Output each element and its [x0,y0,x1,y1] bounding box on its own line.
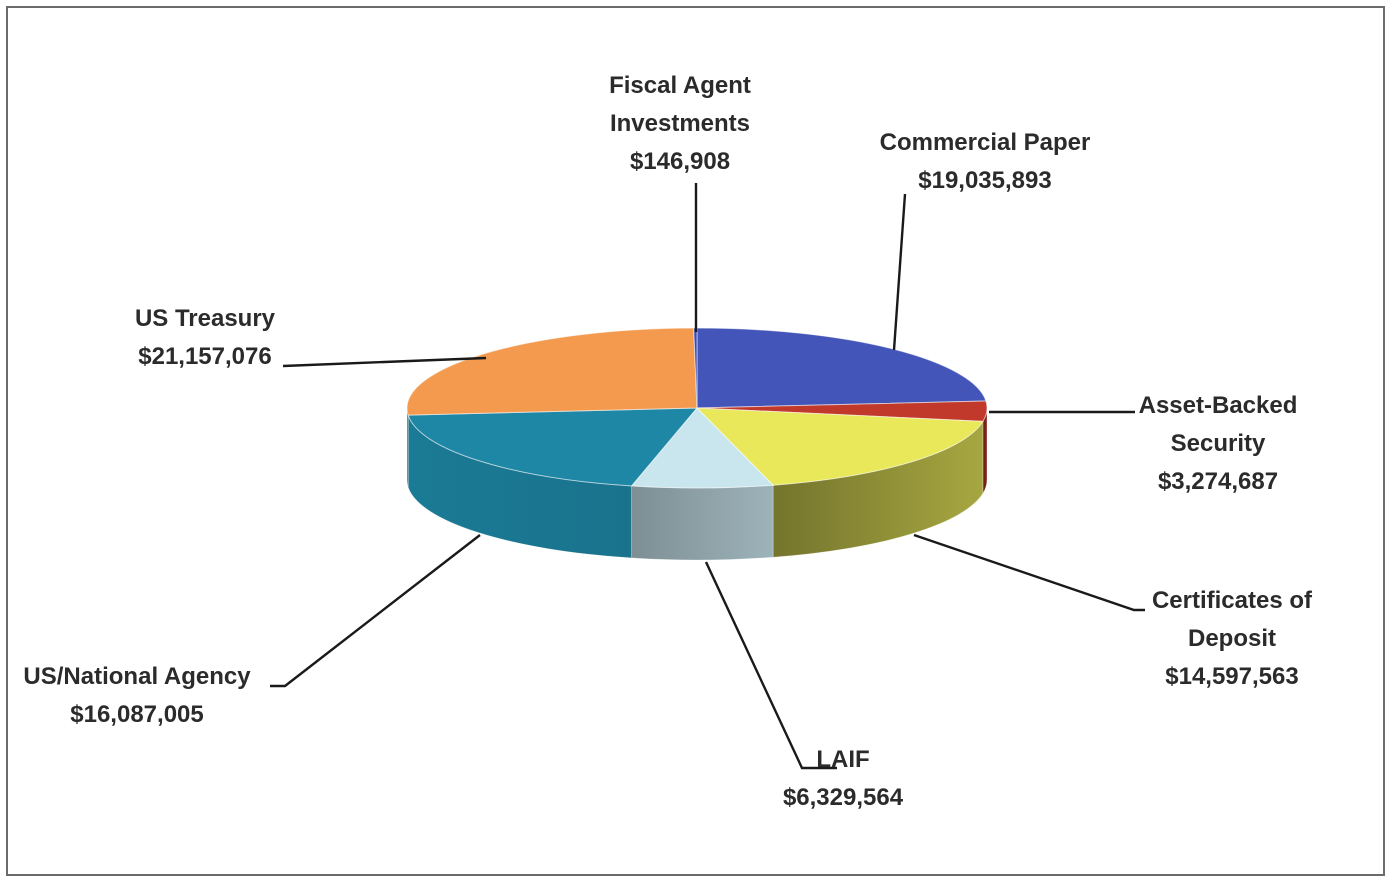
data-label-name: Security [1170,430,1266,457]
data-label-value: $3,274,687 [1157,468,1279,495]
data-label-name: Investments [609,110,751,137]
data-label-name: US/National Agency [23,663,251,690]
pie-slice-us_treasury [406,327,698,416]
data-label-name: Deposit [1187,625,1276,652]
data-label-value: $6,329,564 [782,784,904,811]
data-label-value: $16,087,005 [70,701,204,728]
pie-side-laif [631,484,774,561]
pie-slice-us_national_agency [407,407,699,487]
data-label-value: $146,908 [629,148,731,175]
data-label-name: Fiscal Agent [609,72,751,99]
data-label-commercial_paper: Commercial Paper $19,035,893 [880,124,1091,200]
data-label-name: Commercial Paper [879,129,1091,156]
data-label-us_treasury: US Treasury $21,157,076 [135,300,275,376]
data-label-laif: LAIF $6,329,564 [783,741,903,817]
data-label-value: $19,035,893 [918,167,1052,194]
pie-slice-laif [630,407,775,489]
pie-slice-commercial_paper [696,327,987,409]
leader-line-us_national_agency [270,534,481,688]
pie-side-us_treasury [406,407,409,488]
data-label-asset_backed: Asset-Backed Security $3,274,687 [1139,387,1298,501]
data-label-us_national_agency: US/National Agency $16,087,005 [23,658,250,734]
data-label-value: $14,597,563 [1165,663,1299,690]
data-label-name: Certificates of [1151,587,1313,614]
leader-line-commercial_paper [892,193,907,351]
data-label-name: LAIF [816,746,870,773]
data-label-certificates: Certificates of Deposit $14,597,563 [1152,582,1312,696]
data-label-name: Asset-Backed [1138,392,1298,419]
leader-line-certificates [913,533,1145,612]
data-label-fiscal_agent: Fiscal Agent Investments $146,908 [609,67,751,181]
data-label-name: US Treasury [134,305,276,332]
leader-line-laif [704,561,837,770]
pie-slice-certificates [695,407,984,486]
data-label-value: $21,157,076 [138,343,272,370]
leader-line-us_treasury [282,356,487,368]
